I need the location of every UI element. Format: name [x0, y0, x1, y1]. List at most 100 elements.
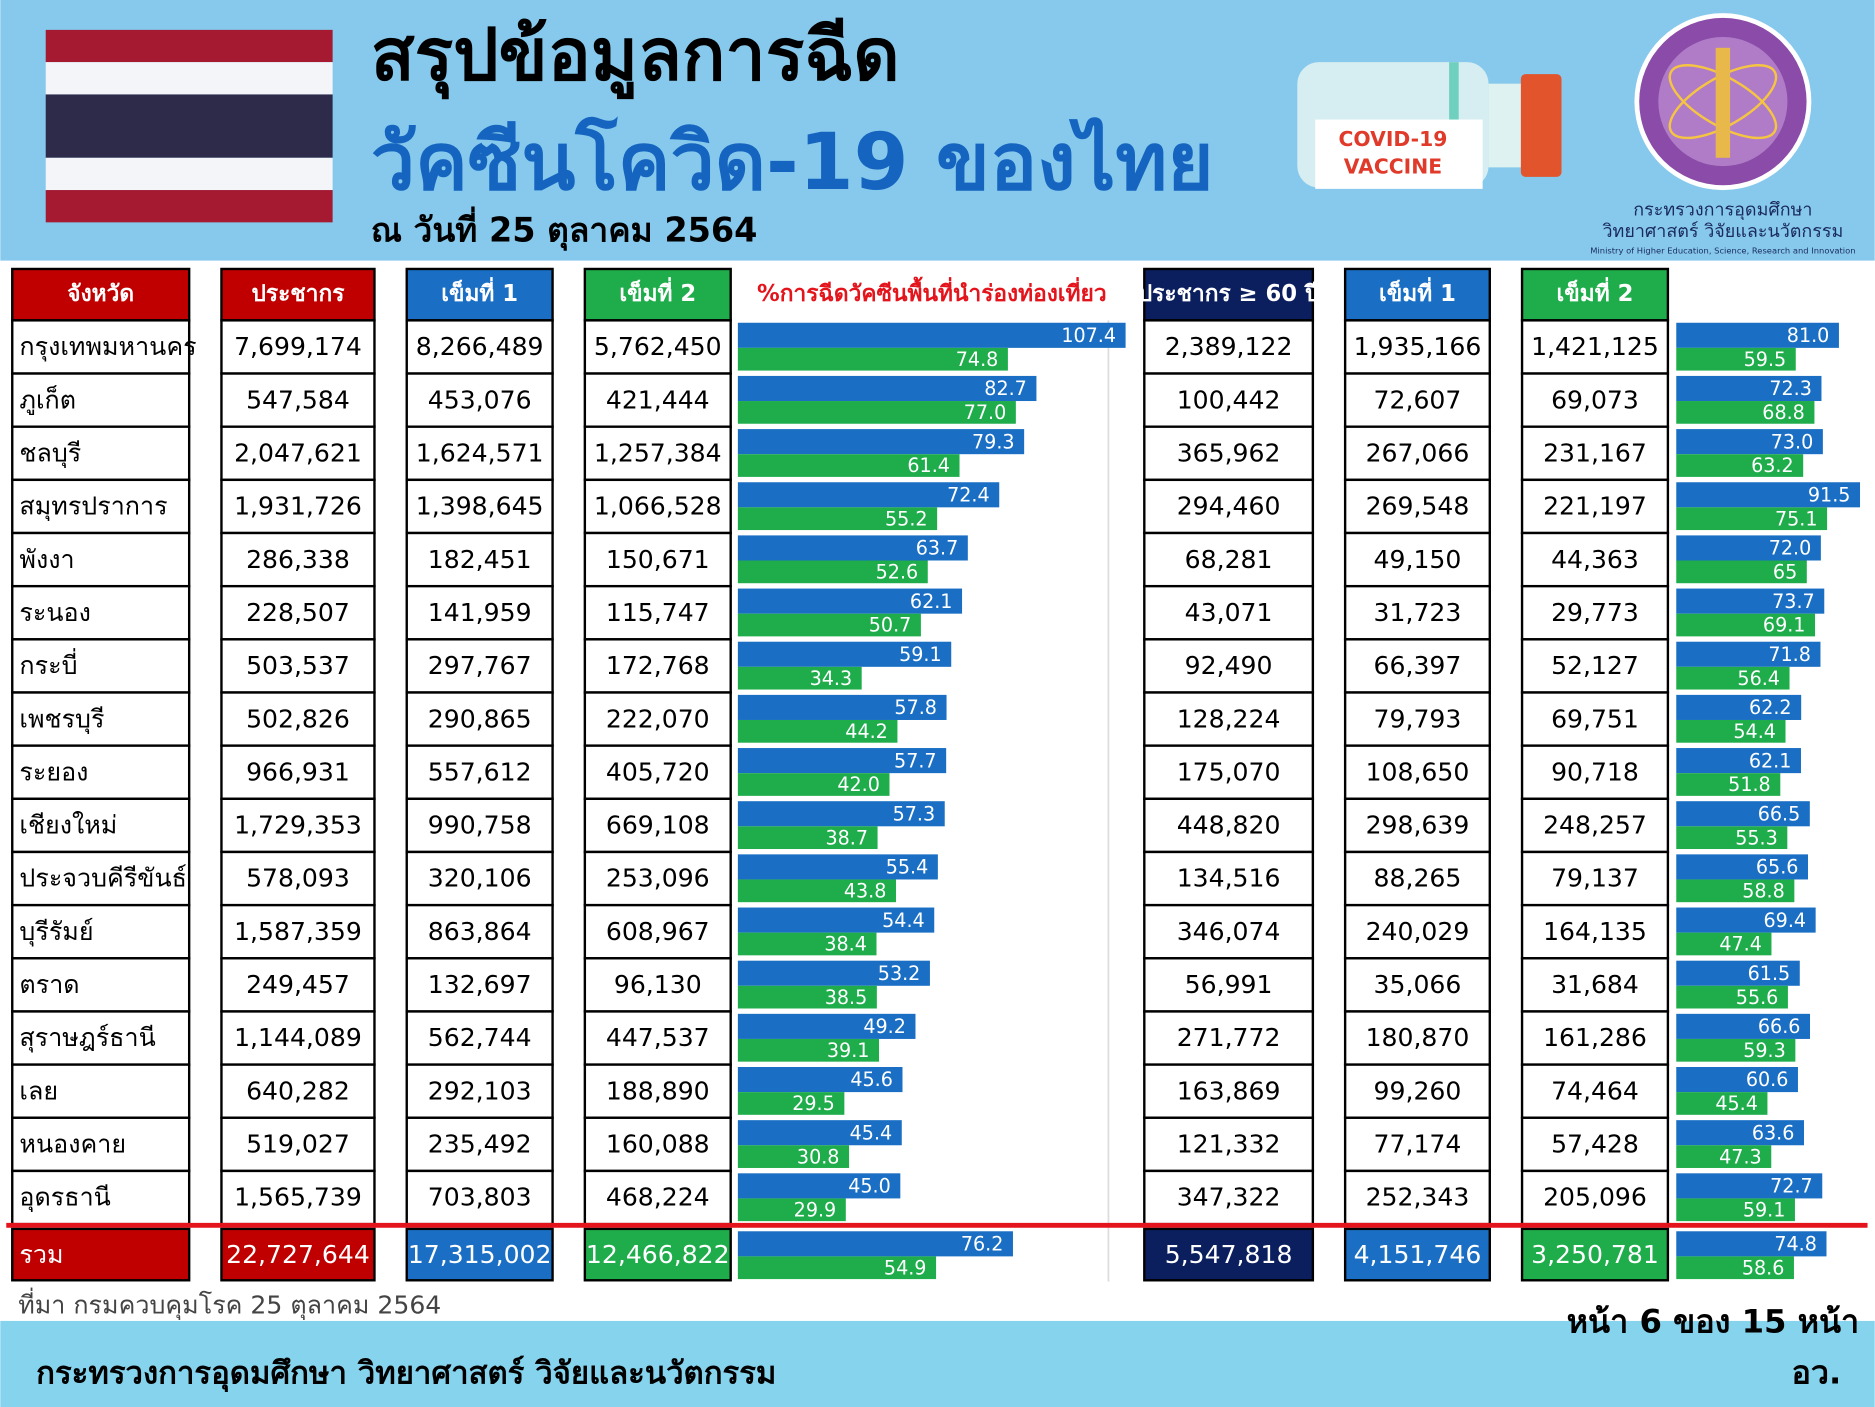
province-name: ชลบุรี	[19, 438, 81, 468]
bar-label: 75.1	[1775, 507, 1818, 530]
bar-label: 61.4	[907, 454, 950, 477]
table-cell	[405, 744, 554, 801]
bar-label: 56.4	[1737, 667, 1780, 690]
cell-value: 235,492	[428, 1130, 532, 1159]
table-cell	[11, 319, 191, 375]
column-header: ประชากร	[252, 281, 346, 307]
table-cell	[1343, 584, 1491, 641]
percent-bar	[1676, 347, 1796, 371]
cell-value: 5,762,450	[594, 332, 722, 361]
percent-bar	[1676, 588, 1825, 614]
cell-value: 108,650	[1366, 757, 1470, 786]
cell-value: 294,460	[1177, 492, 1281, 521]
footer-band	[0, 1320, 1875, 1407]
table-cell	[11, 957, 191, 1013]
cell-value: 180,870	[1366, 1023, 1470, 1052]
bar-label: 47.3	[1719, 1145, 1762, 1168]
percent-bar	[737, 1038, 880, 1062]
percent-bar	[737, 1145, 850, 1168]
cell-value: 90,718	[1551, 757, 1639, 786]
bar-label: 42.0	[837, 773, 880, 796]
table-cell	[1343, 850, 1491, 907]
cell-value: 2,389,122	[1165, 332, 1293, 361]
table-cell	[1343, 425, 1491, 482]
table-cell	[1143, 957, 1315, 1013]
cell-value: 562,744	[428, 1023, 532, 1052]
cell-value: 2,047,621	[234, 438, 362, 467]
percent-bar	[1676, 960, 1800, 986]
bar-label: 72.4	[947, 483, 990, 506]
cell-value: 222,070	[606, 704, 710, 733]
percent-bar	[1676, 641, 1821, 667]
bar-label: 74.8	[956, 348, 999, 371]
percent-bar	[1676, 694, 1802, 720]
bar-label: 63.6	[1752, 1121, 1795, 1144]
table-cell	[583, 1116, 732, 1173]
percent-bar	[1676, 932, 1772, 956]
table-cell	[1343, 638, 1491, 694]
province-name: กระบี่	[19, 648, 77, 680]
percent-bar	[737, 401, 1016, 424]
cell-value: 172,768	[606, 651, 710, 680]
vaccine-bottle: COVID-19 VACCINE	[1297, 62, 1562, 189]
bar-label: 38.7	[825, 826, 868, 849]
table-cell	[583, 372, 732, 428]
province-name: ระนอง	[19, 598, 90, 627]
bar-label: 55.2	[885, 507, 928, 530]
bar-label: 59.5	[1744, 348, 1787, 371]
table-cell	[405, 903, 554, 960]
cell-value: 161,286	[1543, 1023, 1647, 1052]
cell-value: 132,697	[428, 970, 532, 999]
cell-value: 1,587,359	[234, 917, 362, 946]
percent-bar	[737, 879, 896, 903]
bar-label: 55.6	[1736, 986, 1779, 1009]
total-cell	[583, 1227, 732, 1282]
table-cell	[583, 957, 732, 1013]
table-cell	[1343, 797, 1491, 854]
bar-label: 57.7	[894, 749, 937, 772]
chart-header: %การฉีดวัคซีนพื้นที่นำร่องท่องเที่ยว	[757, 276, 1107, 307]
bar-label: 71.8	[1768, 643, 1811, 666]
ministry-logo	[1634, 13, 1812, 191]
table-cell	[1520, 1116, 1670, 1173]
table-cell	[1143, 638, 1315, 694]
cell-value: 68,281	[1185, 545, 1273, 574]
bar-label: 54.4	[1733, 720, 1776, 743]
cell-value: 1,931,726	[234, 492, 362, 521]
percent-bar	[1676, 1145, 1772, 1168]
cell-value: 292,103	[428, 1076, 532, 1105]
table-cell	[1343, 319, 1491, 375]
total-cell	[405, 1227, 554, 1282]
percent-bar	[737, 801, 945, 827]
bar-label: 73.0	[1771, 430, 1814, 453]
table-cell	[11, 691, 191, 747]
ministry-name: วิทยาศาสตร์ วิจัยและนวัตกรรม	[1602, 221, 1843, 242]
percent-bar	[1676, 907, 1816, 933]
cell-value: 66,397	[1374, 651, 1462, 680]
cell-value: 297,767	[428, 651, 532, 680]
bar-label: 69.1	[1763, 614, 1806, 637]
cell-value: 7,699,174	[234, 332, 362, 361]
cell-value: 88,265	[1374, 864, 1462, 893]
cell-value: 150,671	[606, 545, 710, 574]
bar-label: 58.8	[1742, 880, 1785, 903]
cell-value: 182,451	[428, 545, 532, 574]
table-cell	[1143, 1063, 1315, 1119]
cell-value: 160,088	[606, 1130, 710, 1159]
percent-bar	[1676, 560, 1807, 584]
column-header: เข็มที่ 2	[1557, 277, 1634, 307]
percent-bar	[737, 535, 968, 561]
table-cell	[11, 584, 191, 641]
cell-value: 22,727,644	[226, 1240, 370, 1269]
cell-value: 99,260	[1374, 1076, 1462, 1105]
column-header: เข็มที่ 1	[1379, 277, 1456, 307]
percent-bar	[737, 694, 947, 720]
bar-label: 58.6	[1742, 1256, 1785, 1279]
percent-bar	[1676, 454, 1804, 477]
table-cell	[1520, 1169, 1670, 1226]
table-cell	[1520, 478, 1670, 535]
cell-value: 134,516	[1177, 864, 1281, 893]
column-header-cell	[11, 267, 191, 322]
cell-value: 547,584	[246, 385, 350, 414]
cell-value: 365,962	[1177, 438, 1281, 467]
